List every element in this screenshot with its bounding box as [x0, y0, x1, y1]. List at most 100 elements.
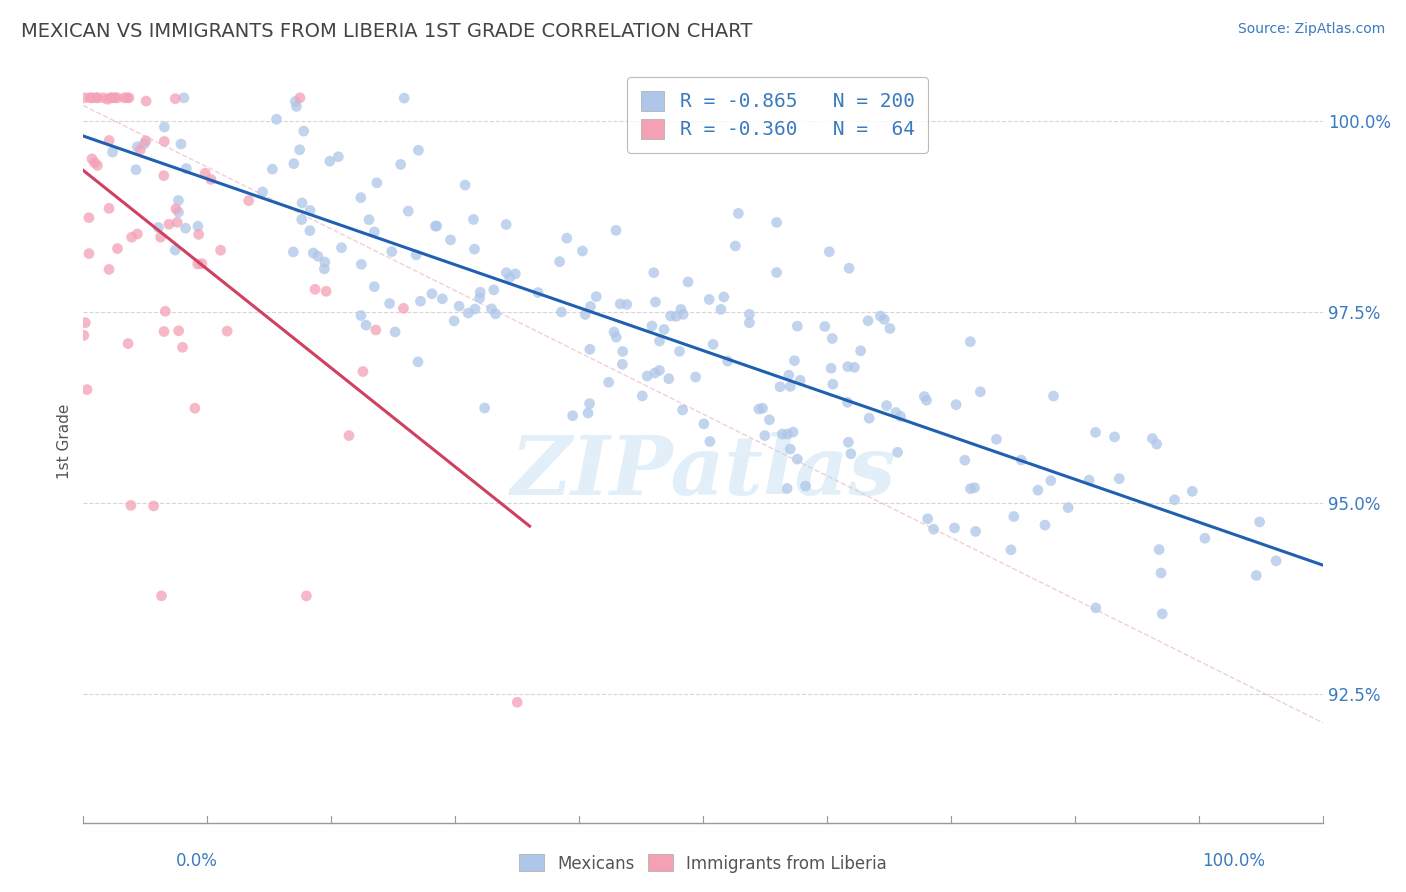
Point [527, 285, 550, 300]
Point [820, 361, 842, 376]
Point [724, 239, 747, 253]
Point [474, 401, 496, 415]
Legend: Mexicans, Immigrants from Liberia: Mexicans, Immigrants from Liberia [512, 847, 894, 880]
Point [184, 401, 207, 416]
Point [350, 191, 373, 205]
Point [93, 91, 115, 105]
Point [315, 285, 337, 299]
Point [363, 225, 385, 239]
Point [579, 343, 602, 357]
Point [717, 354, 740, 368]
Point [117, 336, 139, 351]
Point [443, 314, 465, 328]
Point [83, 155, 105, 169]
Point [1249, 515, 1271, 529]
Point [288, 143, 311, 157]
Point [165, 243, 187, 257]
Point [945, 398, 967, 412]
Point [1026, 483, 1049, 498]
Point [886, 445, 908, 459]
Point [644, 295, 666, 310]
Point [1042, 389, 1064, 403]
Point [603, 325, 626, 339]
Point [576, 406, 599, 420]
Point [77, 246, 100, 260]
Point [157, 217, 180, 231]
Point [821, 377, 844, 392]
Point [856, 314, 879, 328]
Point [738, 316, 761, 330]
Point [702, 337, 724, 351]
Point [1000, 542, 1022, 557]
Point [100, 91, 122, 105]
Point [153, 120, 176, 134]
Point [484, 307, 506, 321]
Point [292, 124, 315, 138]
Point [693, 417, 716, 431]
Point [191, 257, 214, 271]
Point [782, 425, 804, 439]
Point [384, 325, 406, 339]
Point [86, 158, 108, 172]
Point [648, 363, 671, 377]
Point [283, 156, 305, 170]
Legend: R = -0.865   N = 200, R = -0.360   N =  64: R = -0.865 N = 200, R = -0.360 N = 64 [627, 77, 928, 153]
Point [86, 91, 108, 105]
Point [1104, 430, 1126, 444]
Point [858, 411, 880, 425]
Point [837, 359, 859, 374]
Point [779, 379, 801, 393]
Point [73, 328, 96, 343]
Point [1246, 568, 1268, 582]
Point [605, 330, 627, 344]
Y-axis label: 1st Grade: 1st Grade [58, 404, 72, 479]
Point [873, 312, 896, 326]
Point [672, 403, 695, 417]
Point [668, 344, 690, 359]
Point [738, 307, 761, 321]
Point [101, 145, 124, 159]
Point [879, 321, 901, 335]
Point [612, 344, 634, 359]
Point [426, 219, 449, 233]
Point [389, 157, 412, 171]
Point [963, 481, 986, 495]
Point [481, 301, 503, 316]
Point [135, 134, 157, 148]
Point [378, 296, 401, 310]
Point [578, 396, 600, 410]
Point [86, 91, 108, 105]
Point [167, 194, 190, 208]
Point [187, 257, 209, 271]
Text: ZIPatlas: ZIPatlas [510, 432, 896, 512]
Point [765, 215, 787, 229]
Point [330, 241, 353, 255]
Point [1163, 492, 1185, 507]
Point [120, 499, 142, 513]
Point [405, 248, 427, 262]
Point [659, 309, 682, 323]
Text: MEXICAN VS IMMIGRANTS FROM LIBERIA 1ST GRADE CORRELATION CHART: MEXICAN VS IMMIGRANTS FROM LIBERIA 1ST G… [21, 22, 752, 41]
Point [844, 360, 866, 375]
Point [776, 482, 799, 496]
Point [778, 368, 800, 383]
Point [350, 309, 373, 323]
Point [1147, 542, 1170, 557]
Point [889, 409, 911, 424]
Point [482, 283, 505, 297]
Point [495, 266, 517, 280]
Point [769, 380, 792, 394]
Point [420, 286, 443, 301]
Point [965, 524, 987, 539]
Point [396, 204, 419, 219]
Point [636, 369, 658, 384]
Point [381, 244, 404, 259]
Point [884, 405, 907, 419]
Point [1010, 453, 1032, 467]
Point [616, 297, 638, 311]
Point [150, 589, 173, 603]
Point [814, 319, 837, 334]
Point [550, 305, 572, 319]
Point [457, 306, 479, 320]
Point [173, 91, 195, 105]
